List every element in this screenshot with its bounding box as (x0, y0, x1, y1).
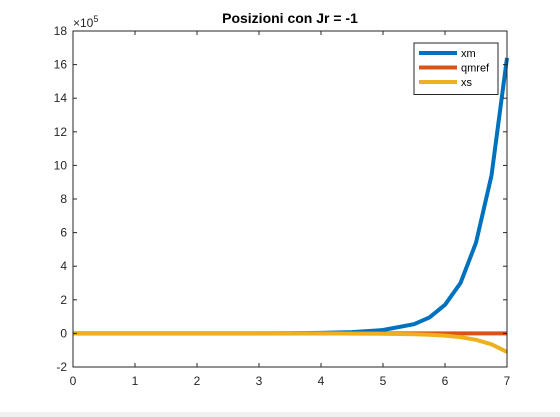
y-tick-label: 16 (54, 58, 68, 72)
y-tick-label: 12 (54, 125, 68, 139)
x-tick-label: 4 (318, 374, 325, 388)
series-layer (73, 57, 509, 354)
x-tick-label: 5 (380, 374, 387, 388)
y-tick-label: 8 (60, 192, 67, 206)
legend-label-xs: xs (461, 77, 473, 89)
x-tick-label: 6 (442, 374, 449, 388)
y-axis-multiplier-base: ×10 (73, 16, 94, 30)
x-tick-label: 1 (132, 374, 139, 388)
y-tick-label: 10 (54, 158, 68, 172)
x-tick-label: 2 (194, 374, 201, 388)
chart-title: Posizioni con Jr = -1 (222, 10, 358, 26)
y-tick-label: 2 (60, 293, 67, 307)
series-line-xs (73, 331, 508, 354)
x-tick-label: 7 (504, 374, 511, 388)
y-tick-label: 14 (54, 91, 68, 105)
y-tick-label: -2 (56, 360, 67, 374)
y-tick-label: 6 (60, 226, 67, 240)
x-tick-label: 0 (70, 374, 77, 388)
legend: xm qmref xs (413, 42, 499, 95)
y-axis-multiplier: ×105 (73, 14, 98, 30)
x-tick-label: 3 (256, 374, 263, 388)
legend-label-qmref: qmref (461, 63, 490, 75)
legend-label-xm: xm (461, 48, 476, 60)
y-tick-label: 4 (60, 259, 67, 273)
y-tick-label: 18 (54, 24, 68, 38)
y-axis-multiplier-exponent: 5 (93, 14, 98, 24)
y-tick-label: 0 (60, 326, 67, 340)
